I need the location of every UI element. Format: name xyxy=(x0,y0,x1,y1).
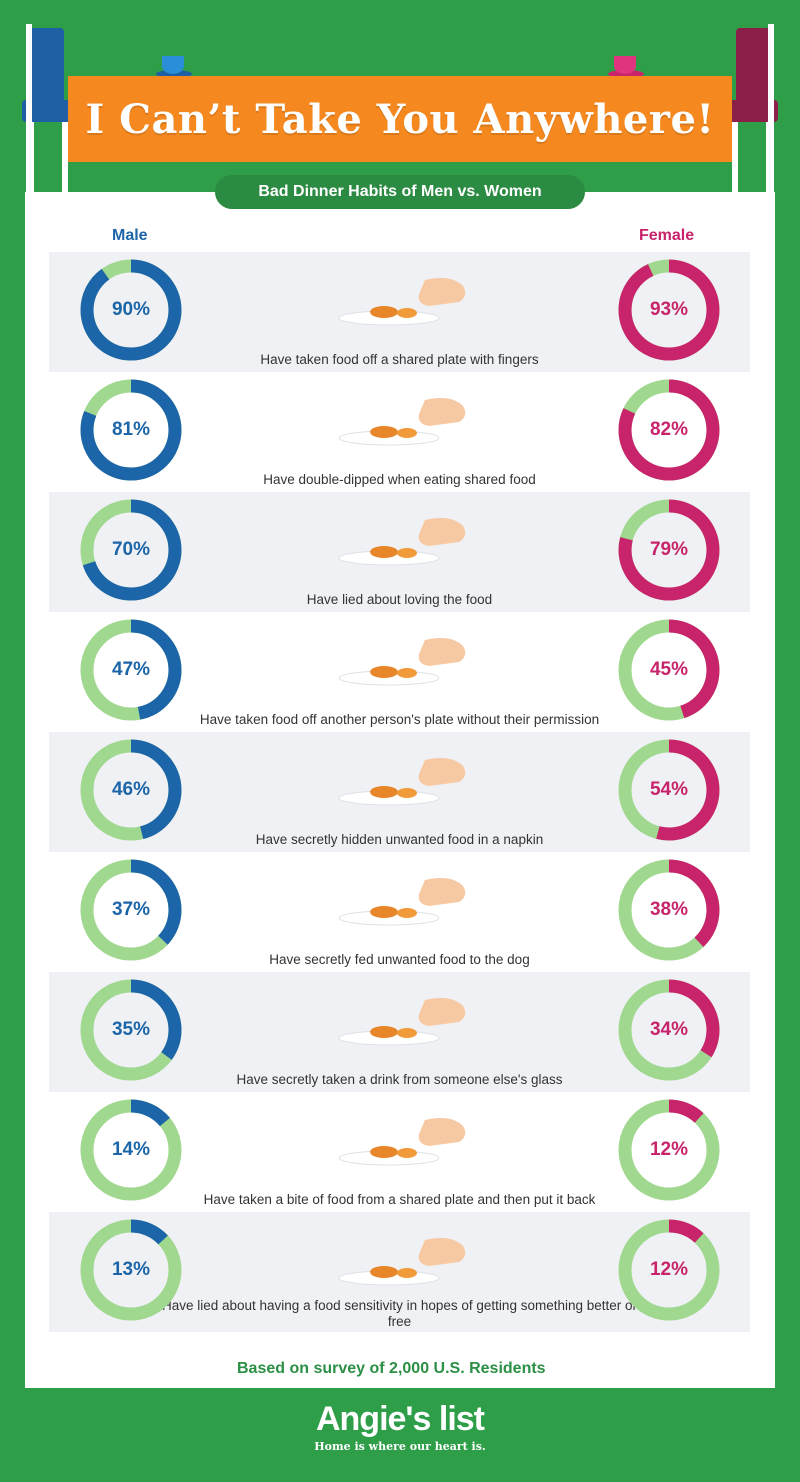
male-donut xyxy=(80,979,182,1081)
female-column-header: Female xyxy=(639,227,695,244)
male-donut xyxy=(80,499,182,601)
left-chair-icon xyxy=(22,24,82,194)
male-percent-label: 47% xyxy=(111,659,151,680)
female-percent-label: 93% xyxy=(649,299,689,320)
habit-row: Have taken a bite of food from a shared … xyxy=(49,1092,750,1212)
female-donut-arc xyxy=(618,979,720,1081)
female-percent-label: 34% xyxy=(649,1019,689,1040)
female-donut-arc xyxy=(618,379,720,481)
habit-row: Have taken food off a shared plate with … xyxy=(49,252,750,372)
female-donut-arc xyxy=(618,739,720,841)
survey-footnote: Based on survey of 2,000 U.S. Residents xyxy=(237,1360,546,1377)
habit-illustration-icon xyxy=(329,510,469,570)
female-percent-label: 54% xyxy=(649,779,689,800)
male-percent-label: 37% xyxy=(111,899,151,920)
habit-label: Have secretly taken a drink from someone… xyxy=(236,1072,563,1087)
female-donut xyxy=(618,259,720,361)
habit-label: Have double-dipped when eating shared fo… xyxy=(263,472,536,487)
male-donut xyxy=(80,619,182,721)
female-donut xyxy=(618,379,720,481)
male-percent-label: 13% xyxy=(111,1259,151,1280)
habit-illustration-icon xyxy=(329,390,469,450)
habit-row: Have lied about loving the food xyxy=(49,492,750,612)
male-donut xyxy=(80,379,182,481)
habit-label: Have taken food off a shared plate with … xyxy=(260,352,539,367)
brand-logo: Angie's list xyxy=(315,1400,485,1438)
female-donut xyxy=(618,1099,720,1201)
habit-illustration-icon xyxy=(329,270,469,330)
male-percent-label: 46% xyxy=(111,779,151,800)
page-title: I Can’t Take You Anywhere! xyxy=(85,95,715,143)
female-percent-label: 79% xyxy=(649,539,689,560)
female-percent-label: 45% xyxy=(649,659,689,680)
habit-row: Have double-dipped when eating shared fo… xyxy=(49,372,750,492)
female-percent-label: 38% xyxy=(649,899,689,920)
male-percent-label: 90% xyxy=(111,299,151,320)
habit-row: Have lied about having a food sensitivit… xyxy=(49,1212,750,1332)
male-donut xyxy=(80,259,182,361)
female-percent-label: 82% xyxy=(649,419,689,440)
male-donut xyxy=(80,1219,182,1321)
female-donut xyxy=(618,619,720,721)
right-chair-icon xyxy=(718,24,778,194)
female-donut-arc xyxy=(618,259,720,361)
habit-illustration-icon xyxy=(329,990,469,1050)
male-donut-arc xyxy=(80,259,182,361)
female-donut-arc xyxy=(618,499,720,601)
male-donut-arc xyxy=(80,1099,182,1201)
female-donut-arc xyxy=(618,859,720,961)
male-column-header: Male xyxy=(112,227,148,244)
male-donut-arc xyxy=(80,619,182,721)
male-donut-arc xyxy=(80,499,182,601)
male-donut-arc xyxy=(80,379,182,481)
male-percent-label: 70% xyxy=(111,539,151,560)
female-percent-label: 12% xyxy=(649,1139,689,1160)
habit-row: Have secretly hidden unwanted food in a … xyxy=(49,732,750,852)
habit-illustration-icon xyxy=(329,1230,469,1290)
male-donut-arc xyxy=(80,859,182,961)
female-donut xyxy=(618,739,720,841)
female-donut xyxy=(618,859,720,961)
habit-label: Have taken a bite of food from a shared … xyxy=(203,1192,596,1207)
subtitle: Bad Dinner Habits of Men vs. Women xyxy=(215,175,585,209)
male-donut xyxy=(80,1099,182,1201)
female-donut-arc xyxy=(618,1099,720,1201)
female-donut-arc xyxy=(618,1219,720,1321)
male-donut-arc xyxy=(80,1219,182,1321)
male-percent-label: 81% xyxy=(111,419,151,440)
male-donut-arc xyxy=(80,979,182,1081)
habit-row: Have secretly taken a drink from someone… xyxy=(49,972,750,1092)
female-donut xyxy=(618,1219,720,1321)
title-banner: I Can’t Take You Anywhere! xyxy=(68,76,732,162)
brand-tagline: Home is where our heart is. xyxy=(314,1440,486,1453)
male-donut-arc xyxy=(80,739,182,841)
female-donut-arc xyxy=(618,619,720,721)
male-percent-label: 14% xyxy=(111,1139,151,1160)
habit-label: Have lied about having a food sensitivit… xyxy=(161,1298,638,1329)
habit-label: Have secretly fed unwanted food to the d… xyxy=(269,952,530,967)
female-donut xyxy=(618,979,720,1081)
habit-label: Have lied about loving the food xyxy=(306,592,493,607)
habit-label: Have secretly hidden unwanted food in a … xyxy=(255,832,544,847)
female-donut xyxy=(618,499,720,601)
male-donut xyxy=(80,739,182,841)
habit-row: Have taken food off another person's pla… xyxy=(49,612,750,732)
habit-illustration-icon xyxy=(329,870,469,930)
habit-row: Have secretly fed unwanted food to the d… xyxy=(49,852,750,972)
female-percent-label: 12% xyxy=(649,1259,689,1280)
habit-illustration-icon xyxy=(329,630,469,690)
habit-label: Have taken food off another person's pla… xyxy=(199,712,600,727)
male-donut xyxy=(80,859,182,961)
habit-illustration-icon xyxy=(329,750,469,810)
male-percent-label: 35% xyxy=(111,1019,151,1040)
habit-illustration-icon xyxy=(329,1110,469,1170)
